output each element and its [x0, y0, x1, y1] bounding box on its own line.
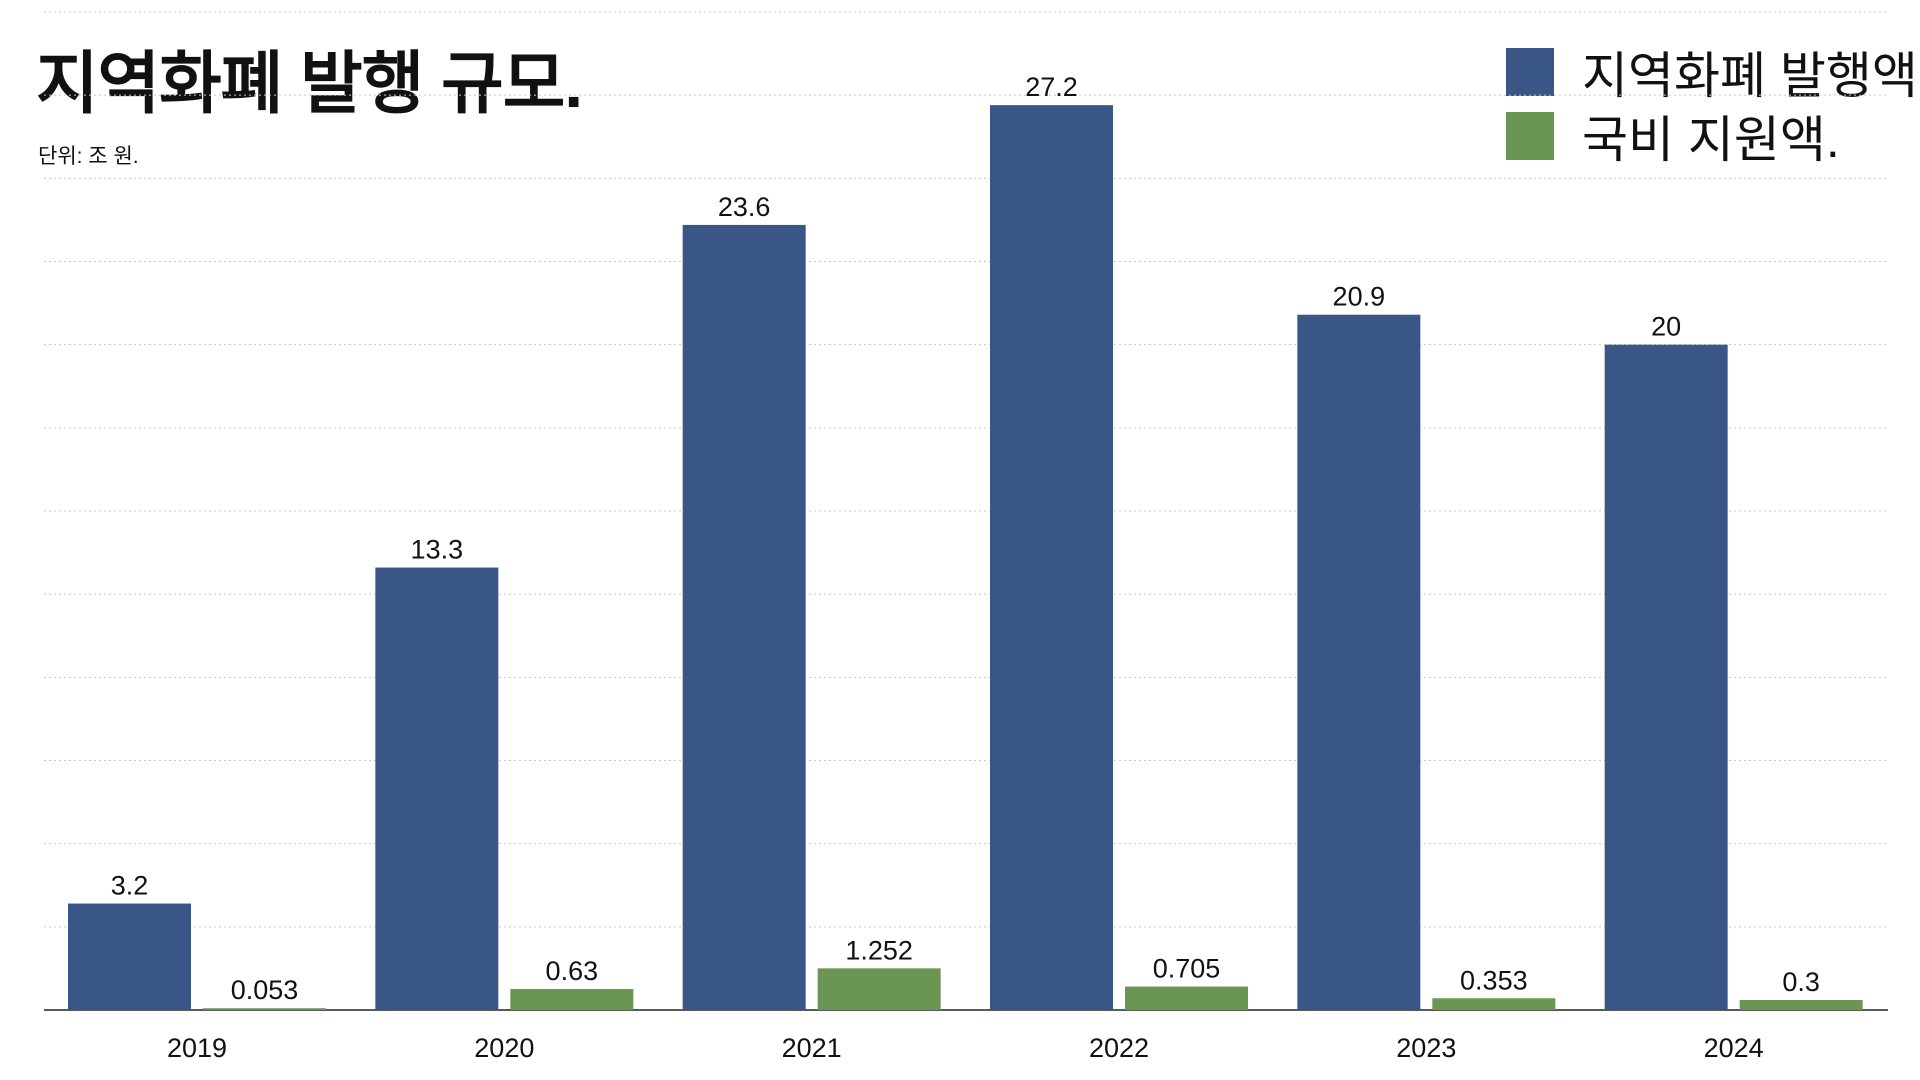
chart-unit-note: 단위: 조 원.: [38, 145, 139, 168]
data-label-support: 0.63: [546, 956, 599, 986]
bar-issuance: [1604, 344, 1728, 1011]
bar-support: [203, 1008, 326, 1010]
legend-item-support: 국비 지원액.: [1506, 104, 1920, 168]
bar-support: [1432, 998, 1556, 1010]
x-tick-label: 2022: [1089, 1033, 1149, 1063]
bar-issuance: [1297, 314, 1421, 1010]
bar-support: [1125, 986, 1248, 1010]
data-label-issuance: 20.9: [1333, 282, 1386, 312]
x-tick-label: 2019: [167, 1033, 227, 1063]
chart-title: 지역화폐 발행 규모.: [36, 46, 583, 122]
bar-issuance: [990, 105, 1113, 1010]
x-tick-label: 2024: [1704, 1033, 1764, 1063]
data-label-issuance: 13.3: [411, 535, 464, 565]
bar-support: [817, 968, 941, 1010]
data-label-issuance: 3.2: [111, 871, 149, 901]
data-label-support: 0.3: [1782, 967, 1820, 997]
data-label-support: 1.252: [845, 935, 913, 965]
bar-issuance: [682, 224, 806, 1010]
bar-support: [510, 989, 634, 1010]
x-tick-label: 2021: [782, 1033, 842, 1063]
data-label-support: 0.053: [231, 975, 299, 1005]
legend-swatch-support: [1506, 112, 1554, 160]
legend-label-support: 국비 지원액.: [1582, 112, 1840, 168]
data-label-issuance: 20: [1651, 312, 1681, 342]
data-label-support: 0.353: [1460, 965, 1528, 995]
data-label-support: 0.705: [1153, 954, 1221, 984]
bar-support: [1739, 1000, 1863, 1010]
x-tick-label: 2023: [1396, 1033, 1456, 1063]
legend-swatch-issuance: [1506, 48, 1554, 96]
bar-issuance: [68, 903, 191, 1010]
legend: 지역화폐 발행액. 국비 지원액.: [1506, 40, 1920, 168]
data-label-issuance: 27.2: [1025, 72, 1078, 102]
x-tick-label: 2020: [474, 1033, 534, 1063]
data-label-issuance: 23.6: [718, 192, 771, 222]
bar-issuance: [375, 567, 499, 1010]
